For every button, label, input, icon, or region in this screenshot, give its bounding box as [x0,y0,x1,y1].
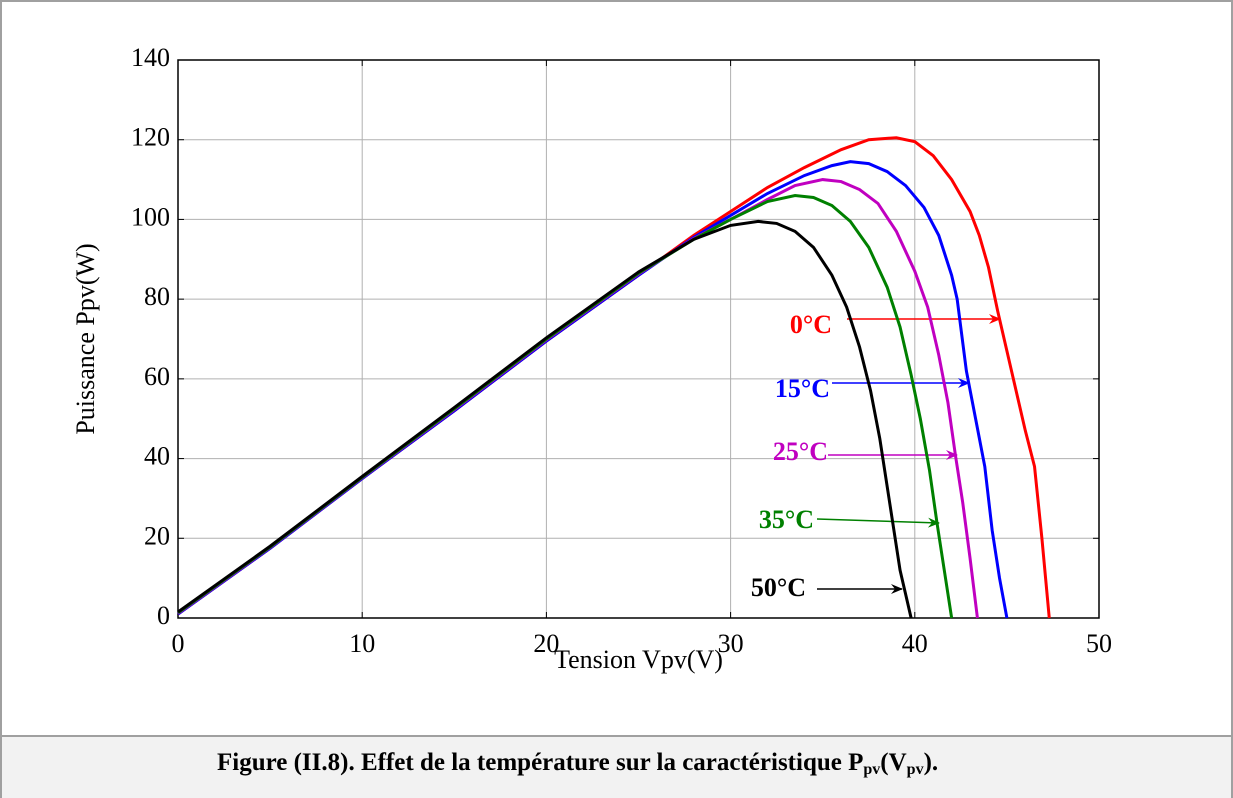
y-axis-label: Puissance Ppv(W) [71,243,100,434]
y-tick-label: 40 [144,442,170,471]
caption-text: Figure (II.8). Effet de la température s… [217,749,864,776]
caption-sub: pv [863,761,881,778]
plot-frame [177,59,1100,619]
caption-sub: pv [906,761,924,778]
x-tick-label: 20 [533,629,559,658]
series-label: 25°C [773,437,828,466]
y-tick-label: 120 [131,123,170,152]
caption-box: Figure (II.8). Effet de la température s… [2,735,1231,798]
label-arrow [816,517,940,528]
y-tick-label: 140 [131,43,170,72]
x-tick-label: 50 [1086,629,1112,658]
series-line [177,193,954,619]
caption: Figure (II.8). Effet de la température s… [217,749,938,779]
chart: 0 20 40 60 80 100 120 140 0 10 20 30 40 50 Tension Vpv… [71,43,1112,674]
series-line [177,160,1009,619]
series-line [177,178,979,619]
x-tick-label: 40 [902,629,928,658]
caption-text: (V [880,749,907,776]
y-tick-label: 80 [144,282,170,311]
x-tick-label: 30 [718,629,744,658]
x-axis-label: Tension Vpv(V) [554,645,723,674]
x-tick-label: 0 [172,629,185,658]
series-label: 0°C [790,310,832,339]
series-line [177,219,913,619]
y-tick-label: 60 [144,362,170,391]
series-label: 50°C [751,573,806,602]
caption-text: ). [923,749,939,776]
y-tick-label: 100 [131,202,170,231]
x-tick-label: 10 [349,629,375,658]
y-tick-label: 20 [144,521,170,550]
series-label: 35°C [759,505,814,534]
y-tick-label: 0 [157,601,170,630]
series-line [177,136,1051,619]
series-label: 15°C [775,374,830,403]
